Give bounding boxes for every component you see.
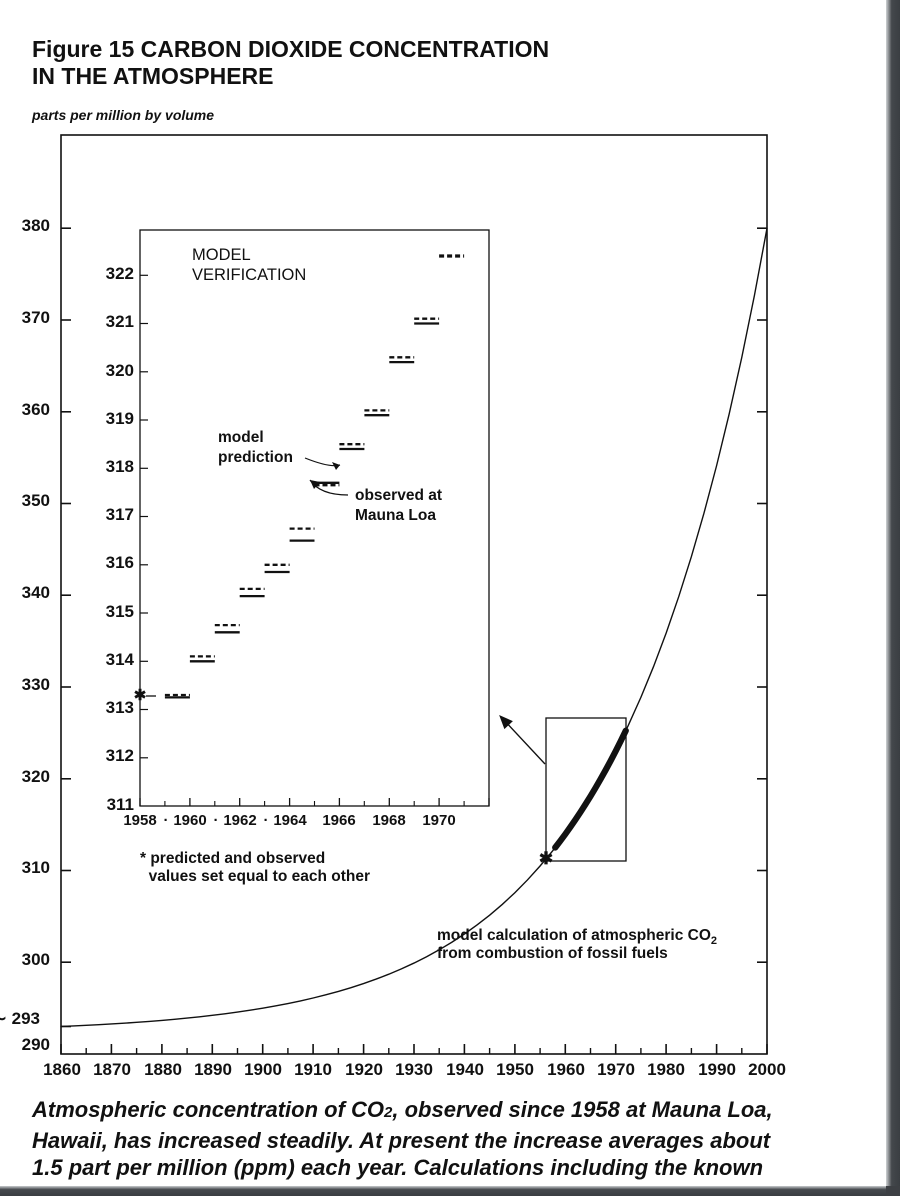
- svg-text:MODEL: MODEL: [192, 246, 251, 264]
- svg-text:observed at: observed at: [355, 487, 442, 504]
- svg-text:model: model: [218, 429, 264, 446]
- svg-text:model calculation of atmospher: model calculation of atmospheric CO2: [437, 927, 717, 947]
- svg-text:VERIFICATION: VERIFICATION: [192, 266, 306, 284]
- svg-text:from combustion of fossil fuel: from combustion of fossil fuels: [437, 945, 668, 962]
- svg-text:Mauna Loa: Mauna Loa: [355, 507, 436, 524]
- svg-text:✱: ✱: [134, 687, 147, 704]
- svg-text:prediction: prediction: [218, 449, 293, 466]
